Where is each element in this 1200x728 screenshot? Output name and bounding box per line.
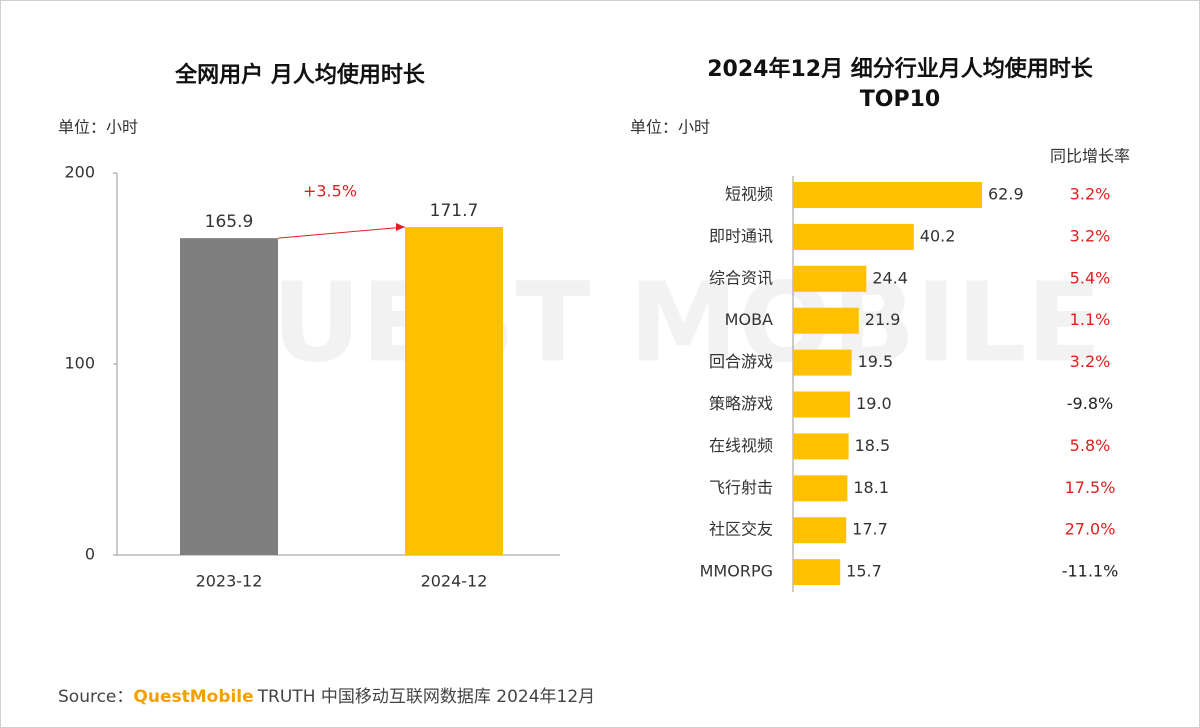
growth-header: 同比增长率 [1050,147,1130,166]
category-label: 飞行射击 [709,478,773,497]
x-tick-label: 2024-12 [421,572,488,591]
value-label: 18.1 [853,478,889,497]
bar [793,307,859,334]
growth-arrow [277,226,406,239]
growth-label: 1.1% [1070,310,1111,329]
category-label: MMORPG [700,562,773,581]
footer-brand: QuestMobile [133,687,253,707]
value-label: 40.2 [920,226,956,245]
category-label: 策略游戏 [709,394,773,413]
growth-label: 17.5% [1065,478,1116,497]
value-label: 19.0 [856,394,892,413]
bar [793,349,852,376]
value-label: 15.7 [846,562,882,581]
value-label: 18.5 [855,436,891,455]
value-label: 165.9 [205,212,254,232]
bar [793,559,841,586]
annotation: +3.5% [303,182,357,201]
chart-title: 全网用户 月人均使用时长 [174,62,426,88]
bar [180,238,278,556]
value-label: 17.7 [852,520,888,539]
footer: Source：QuestMobile TRUTH 中国移动互联网数据库 2024年… [58,687,595,707]
footer-text: TRUTH 中国移动互联网数据库 2024年12月 [257,687,596,707]
growth-label: 3.2% [1070,185,1111,204]
x-tick-label: 2023-12 [196,572,263,591]
arrow-head [396,223,405,232]
growth-label: 27.0% [1065,520,1116,539]
footer-prefix: Source： [58,687,133,707]
growth-label: 3.2% [1070,226,1111,245]
category-label: 在线视频 [709,436,773,455]
chart-title: 2024年12月 细分行业月人均使用时长 [707,56,1094,82]
category-label: 短视频 [725,185,773,204]
growth-label: -11.1% [1062,562,1119,581]
bar [793,475,848,502]
unit-label: 单位：小时 [630,118,710,137]
y-tick-label: 100 [64,354,95,373]
bar [793,223,914,250]
category-label: 即时通讯 [709,226,773,245]
value-label: 171.7 [430,201,479,221]
growth-label: 5.8% [1070,436,1111,455]
bar [793,391,851,418]
growth-label: -9.8% [1067,394,1113,413]
value-label: 24.4 [872,268,908,287]
value-label: 19.5 [858,352,894,371]
bar [793,182,982,208]
y-tick-label: 0 [85,545,95,564]
category-label: 综合资讯 [709,268,773,287]
category-label: 回合游戏 [709,352,773,371]
y-tick-label: 200 [64,163,95,182]
category-label: 社区交友 [709,520,773,539]
category-label: MOBA [725,310,773,329]
value-label: 21.9 [865,310,901,329]
growth-label: 3.2% [1070,352,1111,371]
bar [793,433,849,460]
unit-label: 单位：小时 [58,118,138,137]
value-label: 62.9 [988,185,1024,204]
growth-label: 5.4% [1070,268,1111,287]
bar [793,265,867,292]
bar [793,517,847,544]
watermark: QUEST MOBILE [178,258,1102,386]
chart-title: TOP10 [860,87,940,112]
bar [405,227,503,556]
